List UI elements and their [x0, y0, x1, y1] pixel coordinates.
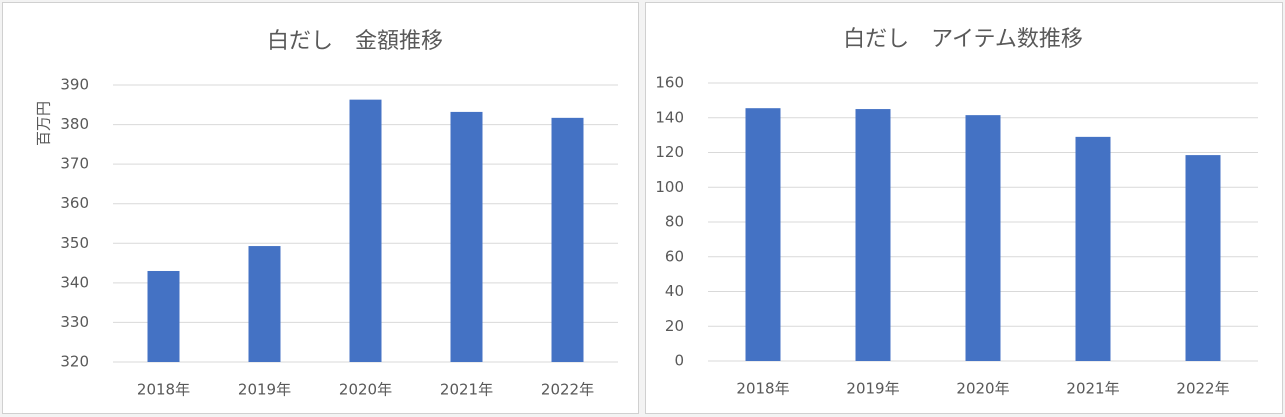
- x-tick-label: 2022年: [1176, 380, 1229, 398]
- bar: [1075, 136, 1111, 361]
- x-tick-label: 2018年: [137, 381, 190, 399]
- y-tick-label: 340: [60, 273, 89, 291]
- bar: [147, 270, 180, 362]
- y-tick-label: 60: [665, 247, 684, 265]
- x-tick-label: 2018年: [736, 380, 789, 398]
- y-tick-label: 390: [60, 76, 89, 94]
- x-tick-label: 2019年: [846, 380, 899, 398]
- y-tick-label: 0: [674, 352, 684, 370]
- bar: [551, 117, 584, 362]
- y-tick-label: 20: [665, 317, 684, 335]
- x-tick-label: 2020年: [956, 380, 1009, 398]
- bar: [248, 246, 281, 362]
- y-tick-label: 330: [60, 313, 89, 331]
- y-tick-label: 100: [655, 178, 684, 196]
- chart-title: 白だし アイテム数推移: [843, 27, 1083, 52]
- y-tick-label: 350: [60, 234, 89, 252]
- y-tick-label: 140: [655, 108, 684, 126]
- x-tick-label: 2020年: [339, 381, 392, 399]
- y-tick-label: 370: [60, 155, 89, 173]
- y-tick-label: 120: [655, 143, 684, 161]
- y-tick-label: 160: [655, 74, 684, 92]
- bar: [1185, 155, 1221, 361]
- bar: [450, 111, 483, 362]
- x-tick-label: 2019年: [238, 381, 291, 399]
- y-tick-label: 320: [60, 353, 89, 371]
- x-tick-label: 2021年: [440, 381, 493, 399]
- y-tick-label: 380: [60, 115, 89, 133]
- bar: [965, 115, 1001, 361]
- bar: [855, 109, 891, 361]
- chart-frame: [2, 2, 639, 414]
- bar: [745, 108, 781, 361]
- y-axis-label: 百万円: [35, 101, 53, 146]
- y-tick-label: 40: [665, 282, 684, 300]
- chart-title: 白だし 金額推移: [267, 29, 443, 54]
- bar: [349, 99, 382, 363]
- x-tick-label: 2022年: [541, 381, 594, 399]
- y-tick-label: 360: [60, 194, 89, 212]
- y-tick-label: 80: [665, 213, 684, 231]
- x-tick-label: 2021年: [1066, 380, 1119, 398]
